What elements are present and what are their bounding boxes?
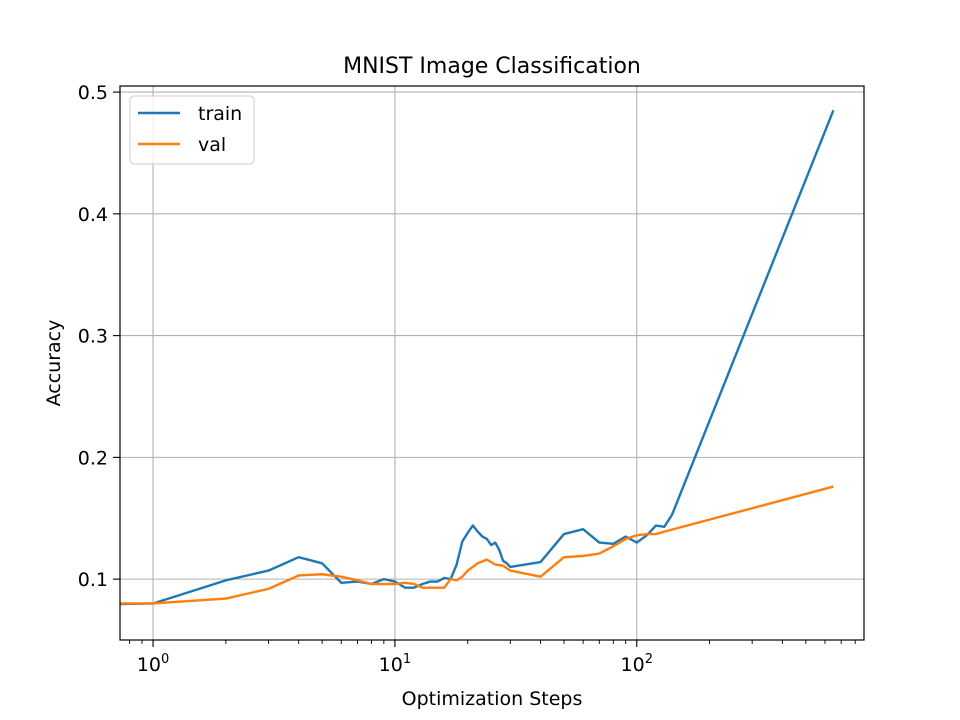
legend: train val <box>129 95 255 165</box>
plot-frame <box>119 85 865 641</box>
grid <box>120 86 864 640</box>
series-layer <box>120 109 835 606</box>
x-tick-label: 101 <box>379 652 411 676</box>
y-tick-label: 0.1 <box>78 569 108 591</box>
y-tick-label: 0.3 <box>78 326 108 348</box>
ticks: 0.1 0.2 0.3 0.4 0.5 100 101 102 <box>78 82 856 676</box>
x-tick-label: 100 <box>137 652 169 676</box>
legend-label-train: train <box>198 103 242 125</box>
chart-title: MNIST Image Classification <box>343 54 641 79</box>
series-line-val <box>120 485 834 605</box>
y-axis-label: Accuracy <box>43 320 65 407</box>
legend-label-val: val <box>198 134 226 156</box>
y-tick-label: 0.2 <box>78 447 108 469</box>
y-tick-label: 0.4 <box>78 204 108 226</box>
x-tick-label: 102 <box>621 652 653 676</box>
y-tick-label: 0.5 <box>78 82 108 104</box>
x-axis-label: Optimization Steps <box>402 688 583 710</box>
